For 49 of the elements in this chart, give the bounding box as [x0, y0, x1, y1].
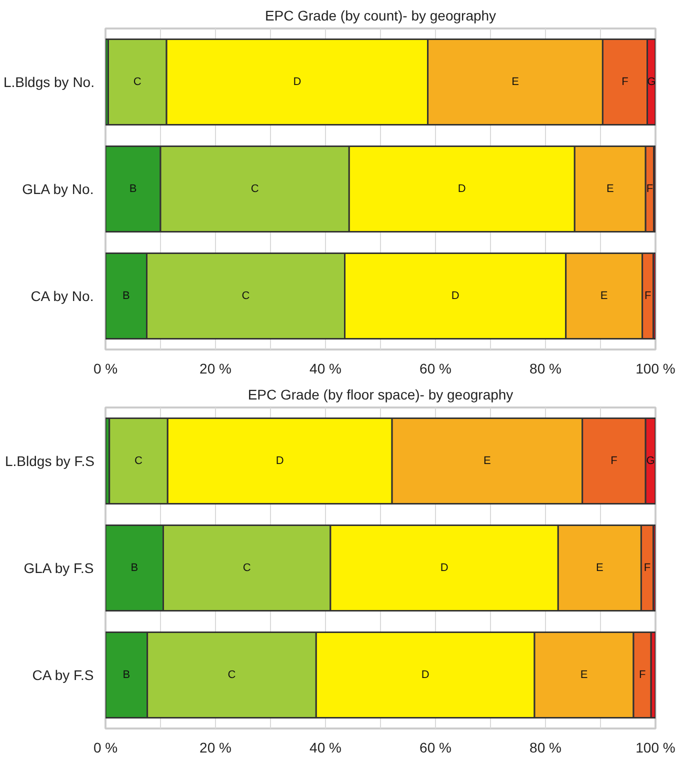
text: C	[250, 183, 259, 195]
text: F	[644, 290, 652, 302]
y-tick-label: GLA by F.S	[24, 560, 94, 576]
series-label: C	[134, 455, 143, 467]
text: E	[484, 455, 491, 467]
x-tick-label: 100 %	[636, 740, 676, 756]
x-tick-label: 80 %	[530, 740, 562, 756]
x-tick-label: 40 %	[310, 740, 342, 756]
text: E	[580, 669, 588, 681]
x-tick-label: 20 %	[200, 740, 232, 756]
y-tick-label: GLA by No.	[22, 181, 94, 197]
chart-title: EPC Grade (by floor space)- by geography	[248, 386, 514, 402]
text: D	[276, 455, 284, 467]
text: F	[638, 669, 646, 681]
x-tick-label: 40 %	[310, 360, 342, 376]
text: B	[129, 183, 137, 195]
series-label: D	[440, 562, 448, 574]
text: C	[228, 669, 236, 681]
series-label: C	[133, 76, 142, 88]
x-tick-label: 80 %	[530, 360, 562, 376]
text: D	[421, 669, 430, 681]
x-tick-label: 60 %	[420, 740, 452, 756]
y-tick-label: L.Bldgs by F.S	[5, 453, 95, 469]
y-tick-label: CA by F.S	[32, 667, 94, 683]
text: C	[242, 290, 250, 302]
text: E	[600, 290, 608, 302]
text: F	[622, 76, 628, 88]
x-tick-label: 60 %	[420, 360, 452, 376]
x-tick-label: 100 %	[636, 360, 676, 376]
y-tick-label: L.Bldgs by No.	[3, 74, 95, 90]
text: B	[130, 562, 138, 574]
series-label: B	[122, 290, 130, 302]
chart-title: EPC Grade (by count)- by geography	[264, 8, 496, 24]
series-label: F	[646, 183, 654, 195]
series-label: G	[646, 455, 655, 467]
text: D	[458, 183, 466, 195]
text: D	[451, 290, 460, 302]
text: F	[610, 455, 618, 467]
y-tick-label: CA by No.	[30, 288, 94, 304]
x-tick-label: 20 %	[200, 360, 232, 376]
series-label: E	[606, 183, 614, 195]
text: E	[512, 76, 519, 88]
x-tick-label: 0 %	[93, 740, 118, 756]
series-label: E	[596, 562, 604, 574]
x-tick-label: 0 %	[93, 360, 118, 376]
text: C	[242, 562, 251, 574]
series-label: F	[644, 562, 651, 574]
series-label: B	[122, 669, 130, 681]
series-label: D	[293, 76, 302, 88]
